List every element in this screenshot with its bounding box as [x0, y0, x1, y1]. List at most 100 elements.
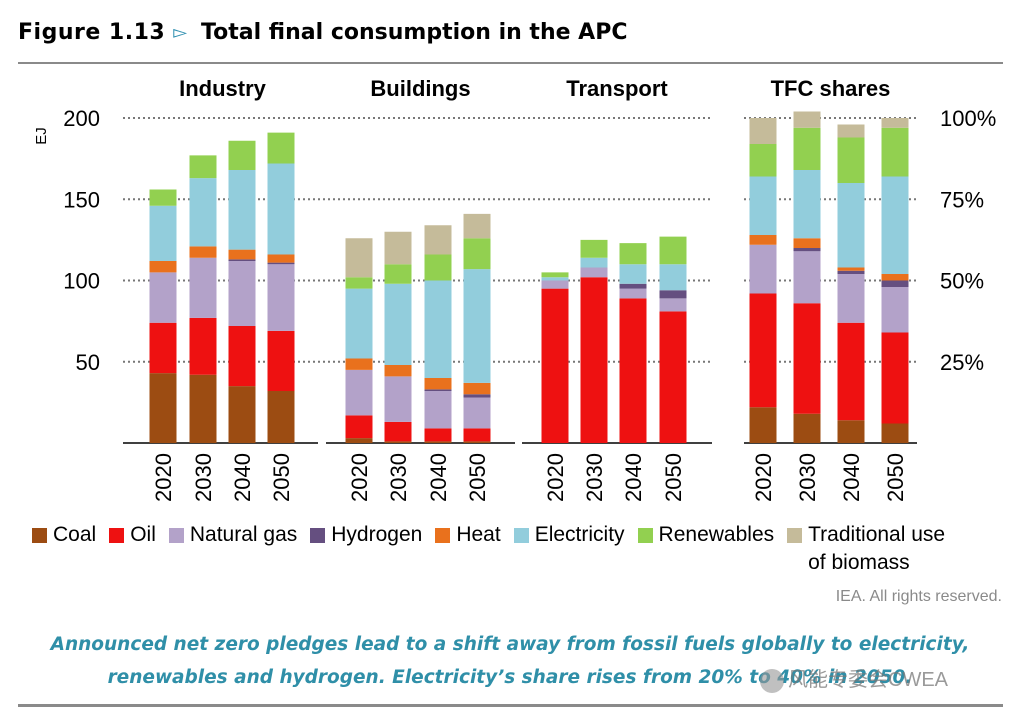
- bar-segment: [149, 189, 177, 206]
- legend-swatch: [109, 528, 125, 543]
- bar-segment: [463, 213, 491, 239]
- bar-segment: [228, 326, 256, 387]
- bar-segment: [837, 267, 865, 271]
- stacked-bar-chart: 50 100 150 200 25% 50% 75% 100% EJ Industry 2020 20…: [33, 76, 996, 502]
- legend-swatch: [32, 528, 47, 543]
- bar-segment: [149, 261, 177, 273]
- bar-segment: [749, 293, 777, 408]
- x-tick-label: 2020: [347, 453, 372, 502]
- legend-label: Oil: [130, 523, 156, 546]
- bar-segment: [345, 238, 373, 278]
- bar-segment: [424, 280, 452, 378]
- figure-caption: Announced net zero pledges lead to a shi…: [50, 634, 970, 688]
- bar-segment: [189, 374, 217, 443]
- legend-label: Natural gas: [189, 523, 298, 546]
- x-tick-label: 2040: [426, 453, 451, 502]
- legend-label: Renewables: [658, 523, 775, 546]
- legend-swatch: [435, 528, 451, 543]
- legend-item: Traditional use of biomass: [787, 521, 968, 577]
- bar-segment: [189, 155, 217, 179]
- x-tick-label: 2040: [230, 453, 255, 502]
- bar-segment: [659, 311, 687, 443]
- bar-segment: [345, 415, 373, 439]
- top-divider: [18, 62, 1003, 64]
- play-arrow-icon: ▻: [173, 21, 188, 42]
- bar-segment: [837, 420, 865, 443]
- bar-segment: [267, 132, 295, 164]
- watermark-text: 风能专委会CWEA: [788, 669, 948, 691]
- bar-segment: [463, 397, 491, 429]
- bar-segment: [619, 264, 647, 284]
- bar-segment: [881, 287, 909, 333]
- bar-segment: [228, 259, 256, 261]
- bar-segment: [228, 261, 256, 326]
- bar-segment: [345, 369, 373, 416]
- bar-segment: [541, 280, 569, 289]
- bar-segment: [837, 270, 865, 274]
- legend-label: Traditional use of biomass: [808, 523, 946, 574]
- bar-segment: [749, 407, 777, 443]
- bar-segment: [837, 137, 865, 183]
- y2-tick-label: 25%: [940, 350, 984, 375]
- x-tick-label: 2050: [269, 453, 294, 502]
- y-tick-label: 200: [63, 106, 100, 131]
- bar-segment: [424, 441, 452, 443]
- figure-title: Total final consumption in the APC: [201, 19, 628, 45]
- legend-swatch: [637, 528, 653, 543]
- bar-segment: [659, 298, 687, 312]
- legend-label: Heat: [456, 523, 501, 546]
- bar-segment: [384, 231, 412, 265]
- bar-segment: [189, 257, 217, 318]
- bar-segment: [881, 332, 909, 424]
- y2-tick-label: 50%: [940, 269, 984, 294]
- legend-swatch: [310, 528, 326, 543]
- legend-label: Hydrogen: [331, 523, 423, 546]
- x-tick-label: 2020: [543, 453, 568, 502]
- x-tick-label: 2050: [661, 453, 686, 502]
- bar-segment: [837, 183, 865, 268]
- bar-segment: [749, 144, 777, 177]
- bar-segment: [384, 264, 412, 284]
- x-tick-label: 2030: [191, 453, 216, 502]
- bar-segment: [267, 391, 295, 443]
- x-tick-label: 2020: [151, 453, 176, 502]
- bar-segment: [541, 288, 569, 443]
- panel-title: Industry: [179, 76, 267, 101]
- bar-segment: [793, 111, 821, 128]
- panel-title: TFC shares: [771, 76, 891, 101]
- legend-swatch: [513, 528, 529, 543]
- bar-segment: [881, 127, 909, 177]
- x-tick-label: 2050: [883, 453, 908, 502]
- bar-segment: [384, 441, 412, 443]
- legend-label: Coal: [53, 523, 97, 546]
- y2-tick-label: 75%: [940, 187, 984, 212]
- bar-segment: [228, 140, 256, 170]
- bar-segment: [267, 163, 295, 255]
- bar-segment: [580, 239, 608, 258]
- bar-segment: [384, 365, 412, 377]
- bar-segment: [424, 428, 452, 442]
- bar-segment: [749, 118, 777, 144]
- bar-segment: [580, 277, 608, 443]
- bar-segment: [189, 178, 217, 247]
- bar-segment: [881, 274, 909, 281]
- bar-segment: [345, 358, 373, 370]
- bar-segment: [463, 238, 491, 270]
- x-tick-label: 2030: [795, 453, 820, 502]
- bar-segment: [267, 330, 295, 391]
- bar-segment: [149, 373, 177, 443]
- panel-title: Buildings: [370, 76, 470, 101]
- bar-segment: [881, 280, 909, 287]
- bar-segment: [749, 176, 777, 235]
- bar-segment: [345, 277, 373, 289]
- bar-segment: [384, 376, 412, 422]
- bar-segment: [580, 267, 608, 278]
- bar-segment: [619, 298, 647, 443]
- x-tick-label: 2040: [621, 453, 646, 502]
- y-tick-label: 150: [63, 187, 100, 212]
- y-tick-label: 50: [76, 350, 100, 375]
- legend-item: Renewables: [637, 521, 775, 549]
- bar-segment: [749, 235, 777, 245]
- watermark: 风能专委会CWEA: [760, 663, 948, 693]
- bar-segment: [228, 386, 256, 443]
